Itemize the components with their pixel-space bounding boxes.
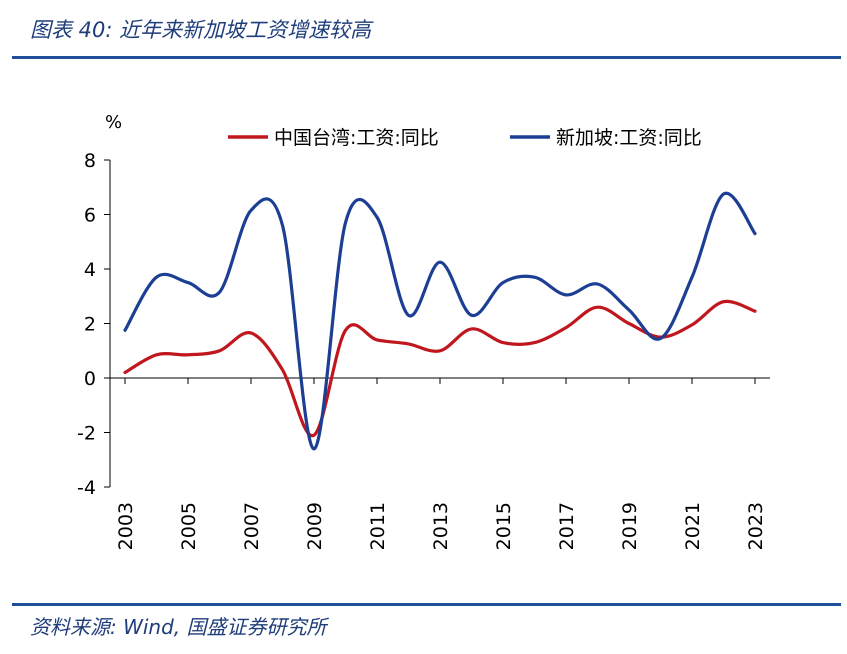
x-tick-label: 2007 xyxy=(241,502,263,550)
x-tick-label: 2023 xyxy=(745,502,767,550)
series-layer xyxy=(123,191,757,451)
y-tick-label: -2 xyxy=(77,423,96,445)
x-tick-label: 2015 xyxy=(493,502,515,550)
series-line-2 xyxy=(123,191,757,451)
y-tick-label: 6 xyxy=(84,205,96,227)
x-tick-label: 2017 xyxy=(556,502,578,550)
y-tick-label: 8 xyxy=(84,150,96,172)
bottom-divider xyxy=(12,603,841,606)
x-tick-label: 2003 xyxy=(115,502,137,550)
y-tick-label: 2 xyxy=(84,314,96,336)
legend: 中国台湾:工资:同比 新加坡:工资:同比 xyxy=(228,127,702,149)
x-tick-label: 2013 xyxy=(430,502,452,550)
legend-label-1: 中国台湾:工资:同比 xyxy=(274,127,439,149)
x-tick-label: 2021 xyxy=(682,502,704,550)
x-tick-label: 2019 xyxy=(619,502,641,550)
y-tick-label: 4 xyxy=(84,259,96,281)
figure-title: 图表 40: 近年来新加坡工资增速较高 xyxy=(30,18,372,42)
series-line-1 xyxy=(123,299,757,438)
x-tick-label: 2011 xyxy=(367,502,389,550)
x-tick-label: 2009 xyxy=(304,502,326,550)
y-tick-label: -4 xyxy=(77,477,96,499)
axes: -4 -2 0 2 4 6 8 2003 2005 2007 2009 2011 2013 2015 201… xyxy=(77,150,770,550)
legend-label-2: 新加坡:工资:同比 xyxy=(556,127,702,149)
y-tick-label: 0 xyxy=(84,368,96,390)
source-note: 资料来源: Wind, 国盛证券研究所 xyxy=(30,615,327,639)
y-axis-unit: % xyxy=(105,112,122,133)
x-tick-label: 2005 xyxy=(178,502,200,550)
top-divider xyxy=(12,56,841,59)
